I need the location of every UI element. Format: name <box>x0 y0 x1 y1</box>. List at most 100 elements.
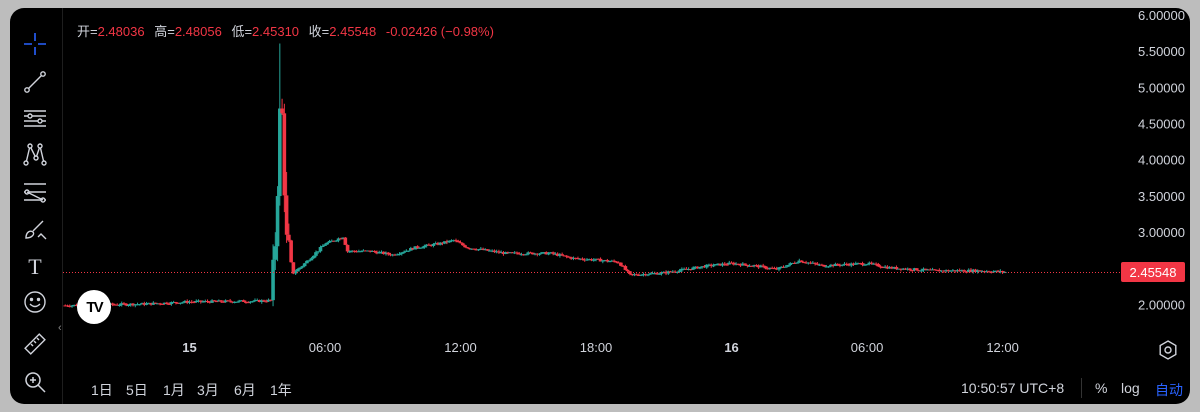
candle <box>528 251 533 254</box>
candles-group <box>63 43 1007 309</box>
candle <box>616 261 621 264</box>
toolbar-collapse-arrow-icon[interactable]: ‹ <box>58 322 62 334</box>
candle <box>512 251 517 255</box>
close-label: 收= <box>308 24 330 39</box>
candle <box>637 273 641 276</box>
candle <box>987 270 991 273</box>
price-axis: 6.00000 5.50000 5.00000 4.50000 4.00000 3.500… <box>1138 8 1185 312</box>
candle <box>370 250 375 252</box>
chart-area[interactable]: 6.00000 5.50000 5.00000 4.50000 4.00000 3.500… <box>63 8 1190 404</box>
candle <box>896 268 901 270</box>
gear-icon[interactable] <box>1157 339 1179 361</box>
range-6m-button[interactable]: 6月 <box>234 382 256 398</box>
candle <box>564 255 569 259</box>
candle <box>869 261 874 265</box>
candle <box>479 247 483 250</box>
candle <box>259 299 264 304</box>
candle <box>820 263 824 266</box>
candle <box>117 303 122 307</box>
candle <box>619 262 623 267</box>
candle <box>894 265 899 270</box>
candle <box>668 270 673 273</box>
candlestick-chart[interactable]: 6.00000 5.50000 5.00000 4.50000 4.00000 3.500… <box>63 8 1190 372</box>
candle <box>885 265 890 270</box>
candle <box>271 244 275 307</box>
candle <box>759 264 763 268</box>
candle <box>314 250 318 258</box>
candle <box>257 299 262 303</box>
candle <box>639 274 644 277</box>
zoom-in-icon[interactable] <box>21 368 49 396</box>
crosshair-icon[interactable] <box>21 30 49 58</box>
candle <box>293 269 298 275</box>
candle <box>445 239 449 245</box>
candle <box>273 232 278 271</box>
range-1y-button[interactable]: 1年 <box>270 382 292 398</box>
price-tick-label: 5.00000 <box>1138 80 1185 95</box>
clock-timezone[interactable]: 10:50:57 UTC+8 <box>961 380 1065 396</box>
candle <box>792 261 797 264</box>
candle <box>282 103 287 213</box>
candle <box>921 267 926 273</box>
candle <box>250 300 255 303</box>
candle <box>361 249 366 252</box>
high-label: 高= <box>154 24 175 39</box>
range-1d-button[interactable]: 1日 <box>91 382 113 398</box>
candle <box>747 264 752 267</box>
candle <box>643 273 648 277</box>
range-5d-button[interactable]: 5日 <box>126 382 148 398</box>
range-3m-button[interactable]: 3月 <box>197 382 219 398</box>
candle <box>241 299 246 303</box>
horizontal-lines-icon[interactable] <box>21 104 49 132</box>
pattern-icon[interactable] <box>21 140 49 168</box>
candle <box>253 298 257 302</box>
candle <box>806 262 811 265</box>
ruler-icon[interactable] <box>21 330 49 358</box>
candle <box>497 249 501 254</box>
candle <box>334 240 339 242</box>
candle <box>185 299 190 305</box>
candle <box>485 249 490 251</box>
bottom-bar: 1日 5日 1月 3月 6月 1年 10:50:57 UTC+8 % log 自… <box>63 372 1190 404</box>
candle <box>420 246 424 249</box>
candle <box>623 264 628 271</box>
fib-icon[interactable] <box>21 178 49 206</box>
candle <box>779 266 784 269</box>
candle <box>878 265 883 269</box>
candle <box>133 304 138 308</box>
candle <box>607 260 612 263</box>
candle <box>255 298 260 301</box>
price-tick-label: 6.00000 <box>1138 8 1185 23</box>
candle <box>840 264 845 267</box>
log-scale-button[interactable]: log <box>1121 380 1140 396</box>
tradingview-logo[interactable]: TV <box>77 290 111 324</box>
candle <box>384 251 388 256</box>
candle <box>336 237 341 243</box>
candle <box>935 269 939 271</box>
text-icon[interactable]: T <box>21 252 49 280</box>
candle <box>689 268 693 271</box>
candle <box>501 250 506 256</box>
candle <box>756 264 761 269</box>
candle <box>447 240 452 243</box>
range-1m-button[interactable]: 1月 <box>163 382 185 398</box>
candle <box>424 244 429 248</box>
candle <box>221 300 226 303</box>
candle <box>754 264 759 267</box>
candle <box>131 302 135 307</box>
candle <box>325 242 330 245</box>
candle <box>264 299 269 303</box>
candle <box>578 258 583 261</box>
candle <box>666 270 671 275</box>
emoji-icon[interactable] <box>21 288 49 316</box>
candle <box>691 266 695 270</box>
auto-scale-button[interactable]: 自动 <box>1155 382 1183 398</box>
candle <box>980 270 985 273</box>
candle <box>686 267 691 271</box>
candle <box>320 244 325 248</box>
trend-line-icon[interactable] <box>21 68 49 96</box>
brush-icon[interactable] <box>21 215 49 243</box>
candle <box>973 268 978 273</box>
candle <box>339 237 343 240</box>
percent-scale-button[interactable]: % <box>1095 380 1108 396</box>
